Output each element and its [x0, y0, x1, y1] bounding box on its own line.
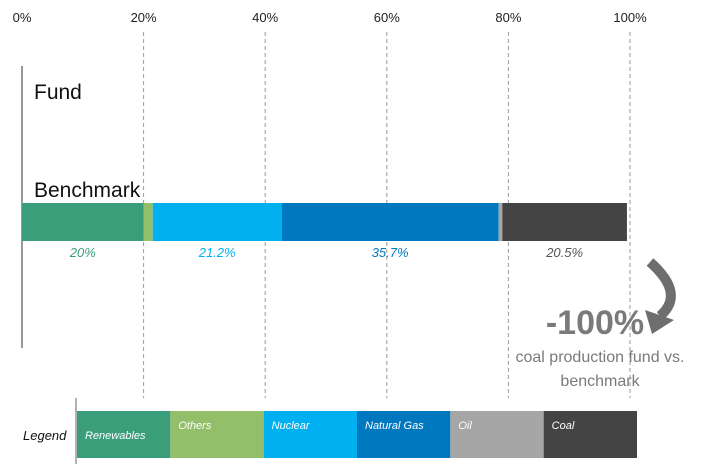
data-label-nuclear: 21.2% [198, 245, 236, 260]
legend-swatch-others [170, 411, 264, 458]
data-label-coal: 20.5% [545, 245, 583, 260]
bar-benchmark-nuclear [152, 203, 282, 241]
legend-swatch-nuclear [263, 411, 357, 458]
legend-label-natural-gas: Natural Gas [365, 420, 424, 432]
bar-benchmark-renewables [22, 203, 144, 241]
annotation-text-line2: benchmark [560, 373, 640, 390]
annotation: -100% coal production fund vs. benchmark [516, 258, 685, 390]
bars [22, 203, 627, 241]
category-label-fund: Fund [34, 81, 82, 104]
legend-label-coal: Coal [552, 420, 575, 432]
legend-label-oil: Oil [458, 420, 472, 432]
x-axis-ticks: 0% 20% 40% 60% 80% 100% [13, 10, 647, 25]
legend: Renewables Others Nuclear Natural Gas Oil Coa… [77, 411, 637, 458]
arrow-head-icon [645, 310, 674, 334]
legend-swatch-natural-gas [357, 411, 451, 458]
legend-swatch-oil [450, 411, 544, 458]
curved-arrow-icon [646, 258, 676, 320]
data-labels: 20% 21.2% 35.7% 20.5% [69, 245, 583, 260]
x-tick-label: 60% [374, 10, 400, 25]
x-tick-label: 40% [252, 10, 278, 25]
bar-benchmark-natural-gas [281, 203, 499, 241]
x-tick-label: 100% [613, 10, 647, 25]
category-label-benchmark: Benchmark [34, 179, 141, 202]
x-tick-label: 0% [13, 10, 32, 25]
x-tick-label: 20% [131, 10, 157, 25]
annotation-text-line1: coal production fund vs. [516, 349, 685, 366]
bar-benchmark-coal [502, 203, 627, 241]
data-label-renewables: 20% [69, 245, 96, 260]
bar-benchmark-others [143, 203, 153, 241]
legend-swatch-coal [543, 411, 637, 458]
legend-swatch-renewables [77, 411, 171, 458]
legend-label-nuclear: Nuclear [272, 420, 311, 432]
bar-benchmark-oil [498, 203, 503, 241]
legend-title: Legend [23, 428, 67, 443]
legend-label-others: Others [178, 420, 212, 432]
data-label-natural-gas: 35.7% [372, 245, 409, 260]
x-tick-label: 80% [495, 10, 521, 25]
annotation-value: -100% [546, 304, 644, 342]
legend-label-renewables: Renewables [85, 430, 146, 442]
